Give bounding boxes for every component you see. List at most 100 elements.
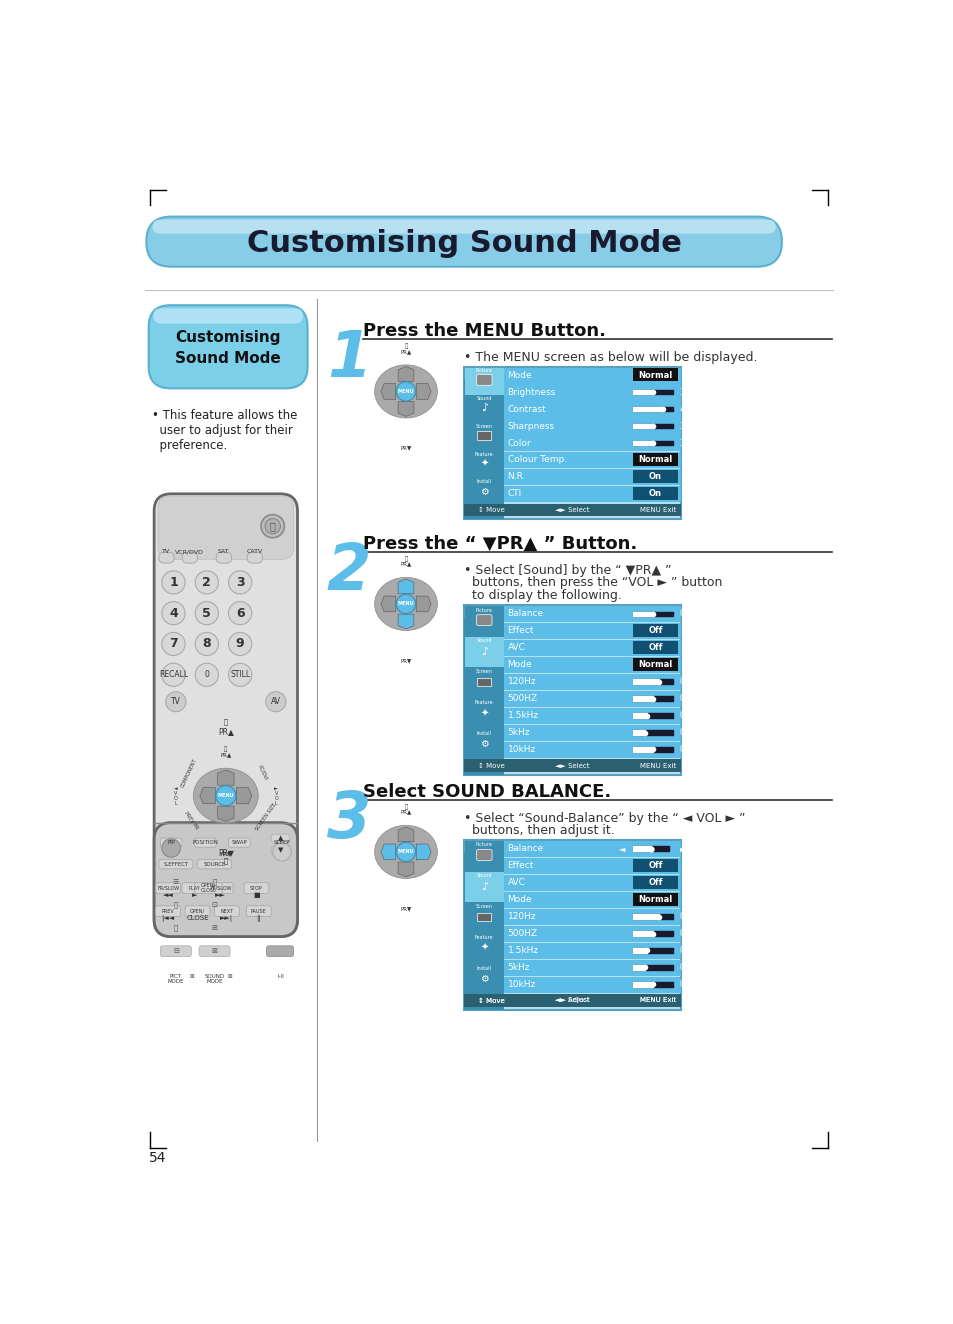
Circle shape [162, 571, 185, 594]
Text: Balance: Balance [507, 845, 543, 853]
FancyBboxPatch shape [158, 859, 193, 869]
Circle shape [273, 842, 291, 861]
Text: Mode: Mode [507, 371, 532, 380]
Text: 32: 32 [679, 388, 689, 397]
Ellipse shape [375, 577, 436, 630]
FancyBboxPatch shape [199, 876, 230, 887]
FancyBboxPatch shape [504, 639, 680, 657]
Text: PR▲: PR▲ [217, 727, 233, 736]
Polygon shape [397, 828, 414, 842]
Text: MENU Exit: MENU Exit [639, 507, 676, 512]
Text: ||: || [256, 915, 261, 922]
FancyBboxPatch shape [504, 384, 680, 401]
Text: Select SOUND BALANCE.: Select SOUND BALANCE. [363, 782, 611, 801]
Text: ◄◄: ◄◄ [163, 892, 173, 898]
Text: Normal: Normal [638, 455, 672, 465]
Text: PC/DVI: PC/DVI [257, 764, 269, 781]
Text: MENU Exit: MENU Exit [639, 763, 676, 769]
FancyBboxPatch shape [633, 875, 678, 888]
FancyBboxPatch shape [504, 453, 680, 469]
FancyBboxPatch shape [229, 838, 250, 847]
FancyBboxPatch shape [266, 923, 294, 933]
Text: ⊟: ⊟ [172, 948, 178, 955]
Text: ⏻: ⏻ [270, 522, 275, 531]
FancyBboxPatch shape [199, 945, 230, 957]
Text: MENU: MENU [397, 389, 414, 395]
Circle shape [229, 663, 252, 686]
Text: • The MENU screen as below will be displayed.: • The MENU screen as below will be displ… [464, 351, 757, 364]
Text: 9: 9 [235, 637, 244, 650]
Text: ◄: ◄ [618, 845, 624, 853]
Text: ◄► Select: ◄► Select [555, 763, 589, 769]
Text: Mode: Mode [507, 661, 532, 669]
Text: 🖵: 🖵 [223, 718, 228, 724]
FancyBboxPatch shape [504, 943, 680, 959]
Text: ◄
V
O
L: ◄ V O L [173, 785, 177, 806]
Text: TV: TV [171, 698, 180, 706]
Text: MENU: MENU [397, 601, 414, 606]
Text: AVC: AVC [507, 878, 525, 887]
FancyBboxPatch shape [464, 667, 503, 698]
FancyBboxPatch shape [504, 724, 680, 741]
FancyBboxPatch shape [266, 945, 294, 957]
Text: Sharpness: Sharpness [507, 421, 554, 430]
Text: PR▲: PR▲ [400, 350, 411, 354]
Text: Colour Temp.: Colour Temp. [507, 455, 566, 465]
Text: 120Hz: 120Hz [507, 912, 536, 922]
Circle shape [229, 571, 252, 594]
Polygon shape [200, 788, 215, 804]
FancyBboxPatch shape [160, 838, 182, 847]
FancyBboxPatch shape [633, 658, 678, 671]
FancyBboxPatch shape [464, 606, 503, 637]
Text: 0: 0 [679, 609, 684, 618]
Text: Sound: Sound [476, 638, 492, 643]
FancyBboxPatch shape [504, 368, 680, 384]
FancyBboxPatch shape [464, 478, 503, 506]
Text: 📋: 📋 [213, 879, 216, 886]
Text: MENU Exit: MENU Exit [639, 997, 676, 1004]
Text: 🖵: 🖵 [404, 344, 407, 350]
Circle shape [195, 601, 218, 625]
Text: ■: ■ [253, 892, 259, 898]
Text: ◄► Select: ◄► Select [555, 997, 589, 1004]
Text: CATV: CATV [247, 549, 263, 555]
FancyBboxPatch shape [504, 486, 680, 502]
FancyBboxPatch shape [146, 217, 781, 266]
FancyBboxPatch shape [633, 487, 678, 500]
FancyBboxPatch shape [464, 605, 680, 775]
Text: 10kHz: 10kHz [507, 980, 536, 989]
Text: 0: 0 [679, 963, 684, 972]
Text: Feature: Feature [475, 451, 493, 457]
Text: buttons, then adjust it.: buttons, then adjust it. [464, 824, 615, 837]
Text: Customising
Sound Mode: Customising Sound Mode [175, 330, 281, 367]
Text: 🖵: 🖵 [404, 556, 407, 561]
Text: Normal: Normal [638, 661, 672, 669]
FancyBboxPatch shape [633, 859, 678, 873]
Text: Picture: Picture [476, 608, 492, 613]
FancyBboxPatch shape [158, 552, 174, 563]
Text: On: On [648, 473, 661, 482]
FancyBboxPatch shape [504, 741, 680, 757]
Text: 3: 3 [235, 576, 244, 589]
Text: ▼: ▼ [277, 847, 283, 854]
FancyBboxPatch shape [464, 730, 503, 760]
Text: STOP: STOP [250, 886, 262, 891]
Text: OPEN/: OPEN/ [190, 908, 205, 914]
FancyBboxPatch shape [476, 375, 492, 385]
FancyBboxPatch shape [247, 552, 262, 563]
FancyBboxPatch shape [464, 637, 503, 667]
FancyBboxPatch shape [504, 401, 680, 417]
Text: Screen: Screen [476, 669, 492, 674]
Text: PICT
MODE: PICT MODE [168, 973, 184, 984]
FancyBboxPatch shape [633, 641, 678, 654]
FancyBboxPatch shape [271, 846, 290, 854]
Polygon shape [397, 579, 414, 593]
Text: PLAY: PLAY [189, 886, 200, 891]
Text: ►►|: ►►| [220, 915, 233, 922]
Text: MENU: MENU [397, 850, 414, 854]
Text: Feature: Feature [475, 700, 493, 704]
Text: PIP: PIP [167, 841, 175, 845]
Text: 1: 1 [327, 328, 371, 391]
FancyBboxPatch shape [154, 494, 297, 936]
FancyBboxPatch shape [266, 899, 294, 911]
